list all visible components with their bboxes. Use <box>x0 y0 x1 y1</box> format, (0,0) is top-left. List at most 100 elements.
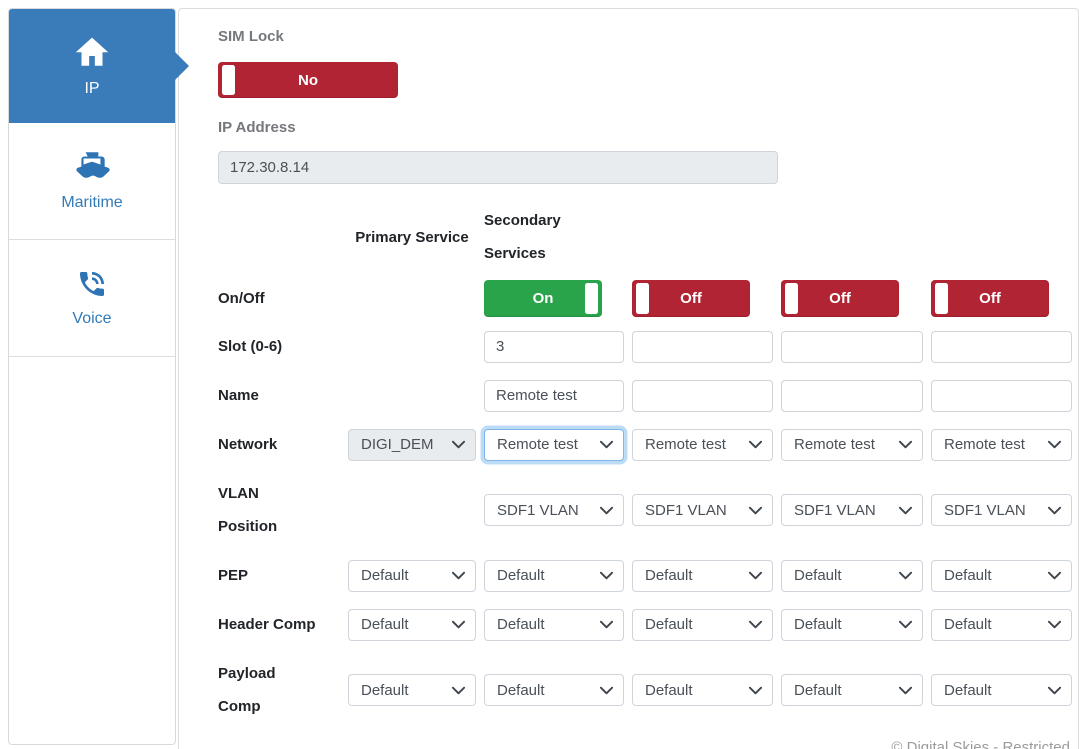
toggle-label: Off <box>829 290 851 307</box>
header-comp-select-4[interactable]: Default <box>931 608 1072 641</box>
row-label: Network <box>218 436 278 453</box>
primary-service-header: Primary Service <box>355 228 469 246</box>
toggle-label: Off <box>680 290 702 307</box>
header-comp-select-primary[interactable]: Default <box>348 608 476 641</box>
ship-icon <box>76 152 110 178</box>
slot-input-1[interactable] <box>484 330 624 363</box>
pep-select-4[interactable]: Default <box>931 559 1072 592</box>
row-label: On/Off <box>218 290 265 307</box>
chevron-down-icon <box>599 571 614 580</box>
toggle-label: Off <box>979 290 1001 307</box>
chevron-down-icon <box>1047 506 1062 514</box>
chevron-down-icon <box>898 440 913 449</box>
services-table: Primary Service Secondary Services On/Of… <box>218 204 1072 723</box>
service4-onoff-toggle[interactable]: Off <box>931 280 1049 317</box>
chevron-down-icon <box>748 571 763 580</box>
chevron-down-icon <box>898 686 913 694</box>
header-comp-select-2[interactable]: Default <box>632 608 773 641</box>
network-select-primary[interactable]: DIGI_DEM <box>348 428 476 461</box>
payload-comp-select-primary[interactable]: Default <box>348 674 476 706</box>
vlan-select-2[interactable]: SDF1 VLAN <box>632 494 773 526</box>
row-label: VLAN Position <box>218 485 278 535</box>
payload-comp-select-4[interactable]: Default <box>931 674 1072 706</box>
chevron-down-icon <box>1047 440 1062 449</box>
chevron-down-icon <box>451 571 466 580</box>
secondary-services-header: Secondary Services <box>484 212 561 262</box>
toggle-knob <box>935 283 948 314</box>
pep-select-primary[interactable]: Default <box>348 559 476 592</box>
home-icon <box>75 37 109 66</box>
row-vlan-position: VLAN Position SDF1 VLAN SDF1 VLAN SDF1 V… <box>218 477 1072 543</box>
row-label: Name <box>218 387 259 404</box>
header-comp-select-1[interactable]: Default <box>484 608 624 641</box>
row-label: Header Comp <box>218 616 316 633</box>
row-name: Name <box>218 379 1072 412</box>
chevron-down-icon <box>1047 620 1062 629</box>
chevron-down-icon <box>451 620 466 629</box>
sidebar-item-voice[interactable]: Voice <box>9 240 175 357</box>
ip-address-input[interactable] <box>218 151 778 184</box>
sim-lock-toggle[interactable]: No <box>218 62 398 98</box>
slot-input-2[interactable] <box>632 330 773 363</box>
table-header-row: Primary Service Secondary Services <box>218 204 1072 270</box>
vlan-select-4[interactable]: SDF1 VLAN <box>931 494 1072 526</box>
toggle-knob <box>222 65 235 95</box>
sim-lock-label: SIM Lock <box>218 28 284 45</box>
chevron-down-icon <box>748 686 763 694</box>
chevron-down-icon <box>599 620 614 629</box>
slot-input-3[interactable] <box>781 330 923 363</box>
chevron-down-icon <box>898 571 913 580</box>
service1-onoff-toggle[interactable]: On <box>484 280 602 317</box>
sidebar: IP Maritime Voice <box>8 8 189 745</box>
pep-select-2[interactable]: Default <box>632 559 773 592</box>
row-label: Slot (0-6) <box>218 338 283 355</box>
toggle-knob <box>636 283 649 314</box>
sidebar-item-maritime[interactable]: Maritime <box>9 123 175 240</box>
name-input-1[interactable] <box>484 379 624 412</box>
sidebar-item-label: IP <box>84 79 100 97</box>
row-header-comp: Header Comp Default Default Default Defa… <box>218 608 1072 641</box>
pep-select-1[interactable]: Default <box>484 559 624 592</box>
active-item-arrow <box>175 51 189 80</box>
row-onoff: On/Off On Off Off Off <box>218 280 1072 317</box>
row-pep: PEP Default Default Default Default <box>218 559 1072 592</box>
name-input-2[interactable] <box>632 379 773 412</box>
chevron-down-icon <box>898 620 913 629</box>
payload-comp-select-3[interactable]: Default <box>781 674 923 706</box>
vlan-select-3[interactable]: SDF1 VLAN <box>781 494 923 526</box>
chevron-down-icon <box>599 506 614 514</box>
row-label: PEP <box>218 567 249 584</box>
network-select-2[interactable]: Remote test <box>632 428 773 461</box>
chevron-down-icon <box>898 506 913 514</box>
row-label: Payload Comp <box>218 665 276 715</box>
ip-address-label: IP Address <box>218 119 296 136</box>
pep-select-3[interactable]: Default <box>781 559 923 592</box>
service2-onoff-toggle[interactable]: Off <box>632 280 750 317</box>
chevron-down-icon <box>748 620 763 629</box>
toggle-label: On <box>532 290 554 307</box>
toggle-label: No <box>298 71 318 89</box>
network-select-1[interactable]: Remote test <box>484 428 624 461</box>
sidebar-item-label: Voice <box>72 310 112 327</box>
slot-input-4[interactable] <box>931 330 1072 363</box>
payload-comp-select-1[interactable]: Default <box>484 674 624 706</box>
network-select-3[interactable]: Remote test <box>781 428 923 461</box>
chevron-down-icon <box>599 686 614 694</box>
toggle-knob <box>585 283 598 314</box>
sidebar-item-label: Maritime <box>61 194 123 211</box>
service3-onoff-toggle[interactable]: Off <box>781 280 899 317</box>
chevron-down-icon <box>748 506 763 514</box>
chevron-down-icon <box>451 440 466 449</box>
sidebar-filler <box>9 357 175 744</box>
name-input-3[interactable] <box>781 379 923 412</box>
vlan-select-1[interactable]: SDF1 VLAN <box>484 494 624 526</box>
payload-comp-select-2[interactable]: Default <box>632 674 773 706</box>
name-input-4[interactable] <box>931 379 1072 412</box>
chevron-down-icon <box>599 440 614 449</box>
chevron-down-icon <box>1047 571 1062 580</box>
row-slot: Slot (0-6) <box>218 330 1072 363</box>
sidebar-item-ip[interactable]: IP <box>9 9 189 123</box>
network-select-4[interactable]: Remote test <box>931 428 1072 461</box>
header-comp-select-3[interactable]: Default <box>781 608 923 641</box>
chevron-down-icon <box>1047 686 1062 694</box>
